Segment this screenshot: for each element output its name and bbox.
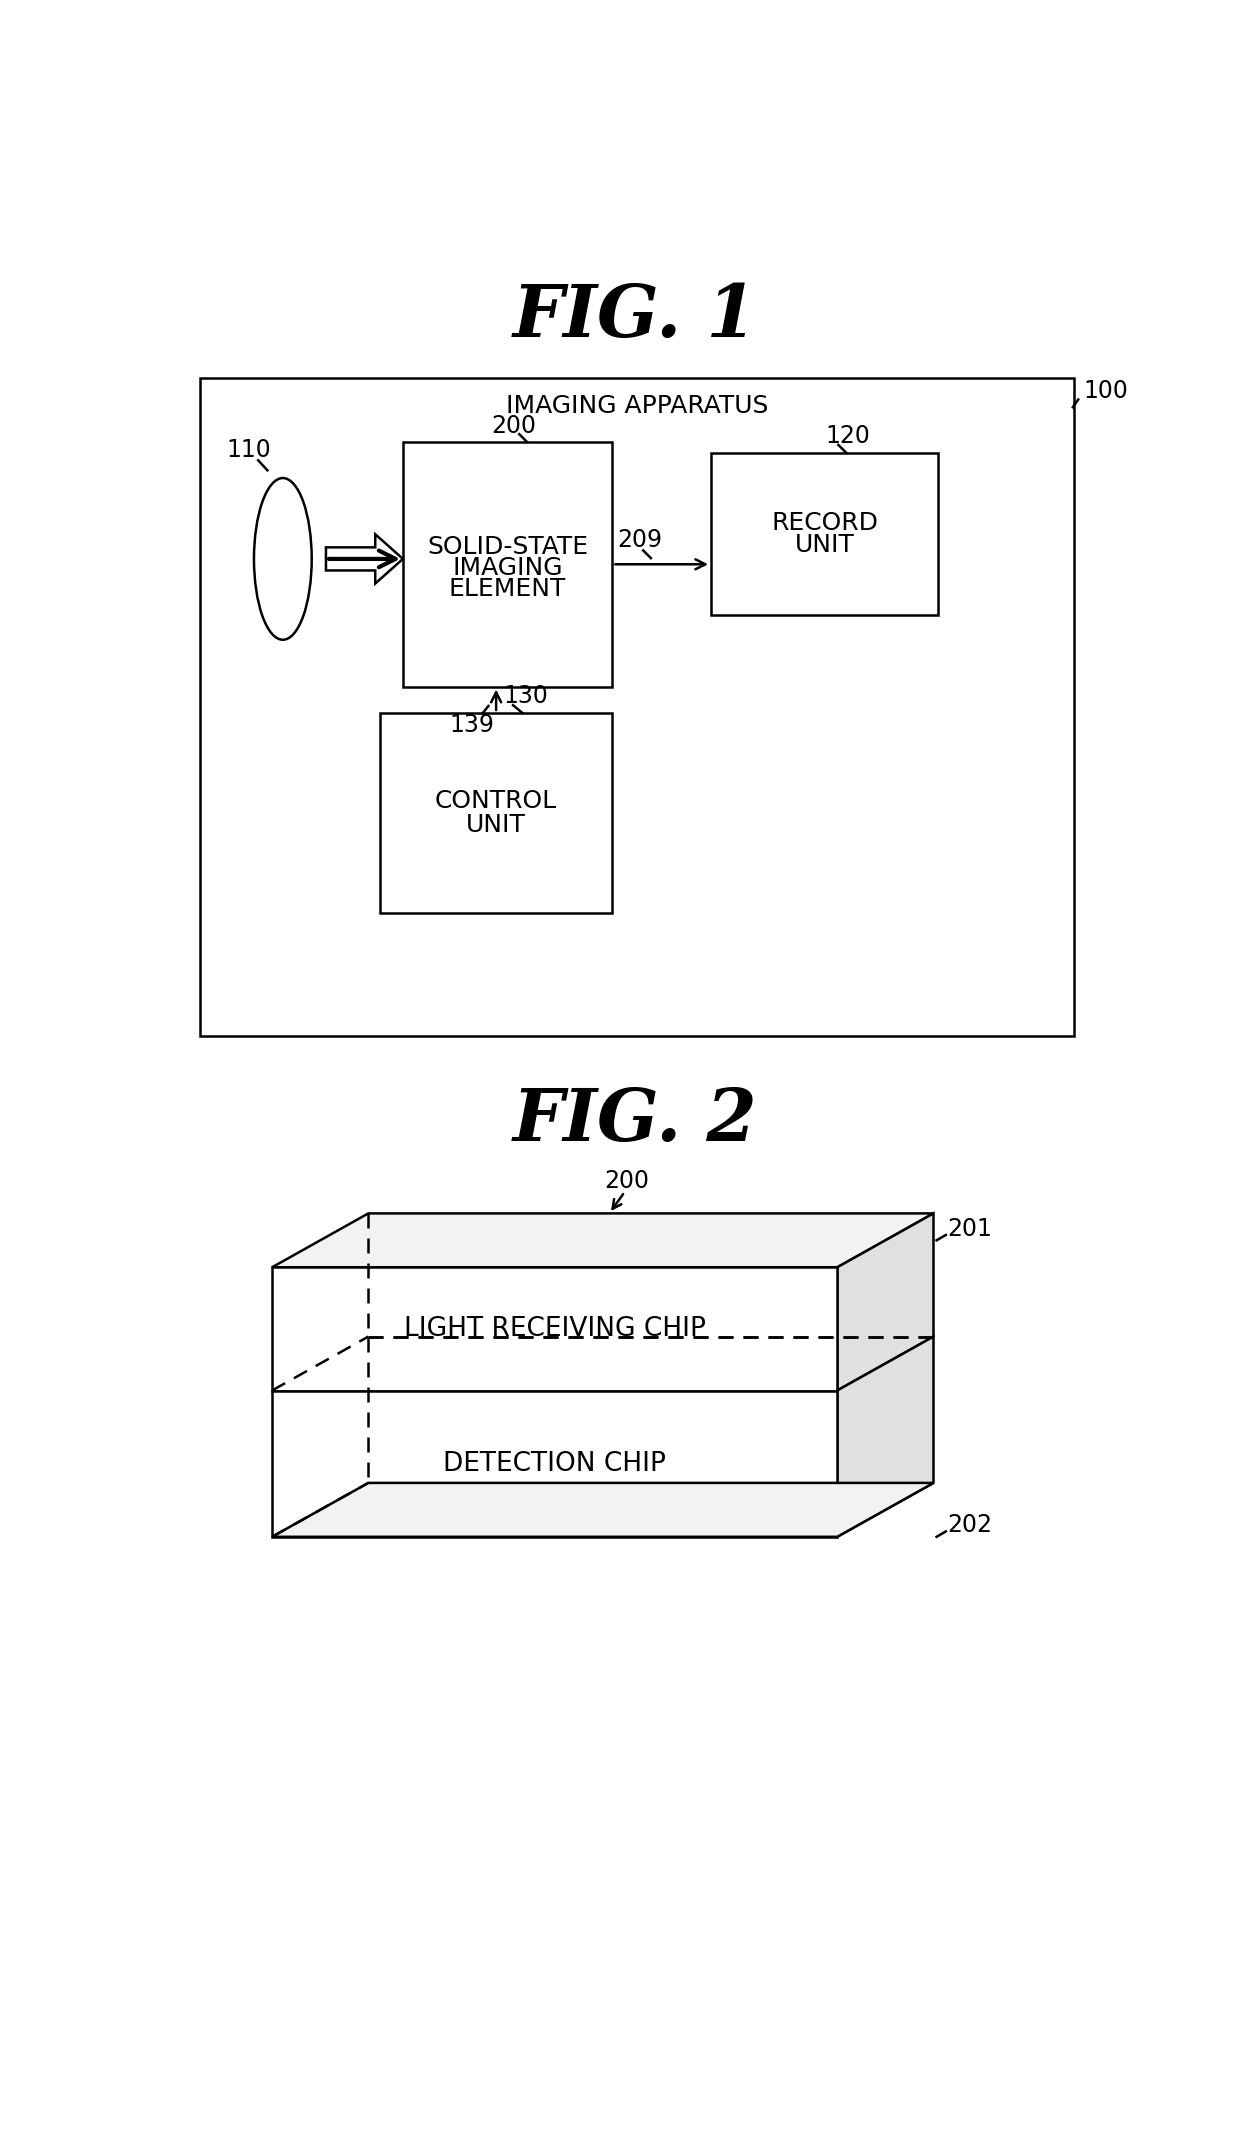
Bar <box>201 377 1074 1037</box>
Text: FIG. 2: FIG. 2 <box>513 1086 758 1157</box>
Polygon shape <box>272 1267 837 1390</box>
Text: 100: 100 <box>1084 379 1128 403</box>
Text: CONTROL: CONTROL <box>435 789 557 812</box>
Text: FIG. 1: FIG. 1 <box>513 280 758 351</box>
Text: IMAGING APPARATUS: IMAGING APPARATUS <box>506 394 769 418</box>
Text: LIGHT RECEIVING CHIP: LIGHT RECEIVING CHIP <box>404 1317 706 1343</box>
Text: DETECTION CHIP: DETECTION CHIP <box>443 1450 666 1476</box>
Text: IMAGING: IMAGING <box>453 556 563 580</box>
Text: 139: 139 <box>449 713 494 737</box>
Text: 209: 209 <box>616 528 662 552</box>
Polygon shape <box>272 1390 837 1537</box>
Polygon shape <box>837 1336 934 1537</box>
Bar <box>403 442 613 687</box>
Text: UNIT: UNIT <box>466 812 526 836</box>
Polygon shape <box>272 1213 934 1267</box>
Text: 201: 201 <box>947 1218 992 1241</box>
Text: 200: 200 <box>604 1168 649 1194</box>
Text: SOLID-STATE: SOLID-STATE <box>427 534 588 560</box>
Text: ELEMENT: ELEMENT <box>449 578 567 601</box>
Text: 202: 202 <box>947 1513 992 1537</box>
Text: 200: 200 <box>491 414 537 437</box>
Polygon shape <box>272 1483 934 1537</box>
Text: RECORD: RECORD <box>771 511 878 534</box>
Text: 110: 110 <box>227 437 272 461</box>
Bar <box>711 453 939 614</box>
Text: 130: 130 <box>503 683 548 709</box>
Bar <box>379 713 613 914</box>
Text: UNIT: UNIT <box>795 532 854 556</box>
Text: 120: 120 <box>825 425 870 448</box>
Polygon shape <box>837 1213 934 1390</box>
